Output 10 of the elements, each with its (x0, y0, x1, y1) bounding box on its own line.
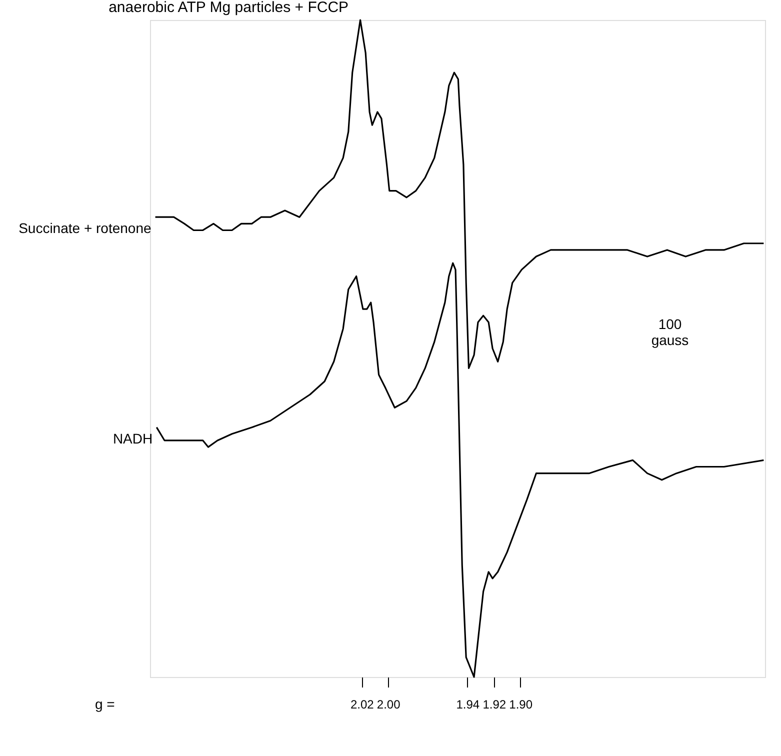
x-tick-label: 1.94 (456, 698, 480, 712)
x-tick-label: 2.02 (350, 698, 374, 712)
x-tick-label: 2.00 (376, 698, 401, 712)
series-label: Succinate + rotenone (18, 220, 152, 236)
x-tick-label: 1.92 (482, 698, 506, 712)
chart-title: anaerobic ATP Mg particles + FCCP (108, 0, 349, 16)
x-tick-label: 1.90 (509, 698, 533, 712)
series-label: NADH (112, 430, 153, 446)
annotation: 100 gauss (651, 316, 689, 348)
x-axis-title: g = (95, 696, 115, 712)
